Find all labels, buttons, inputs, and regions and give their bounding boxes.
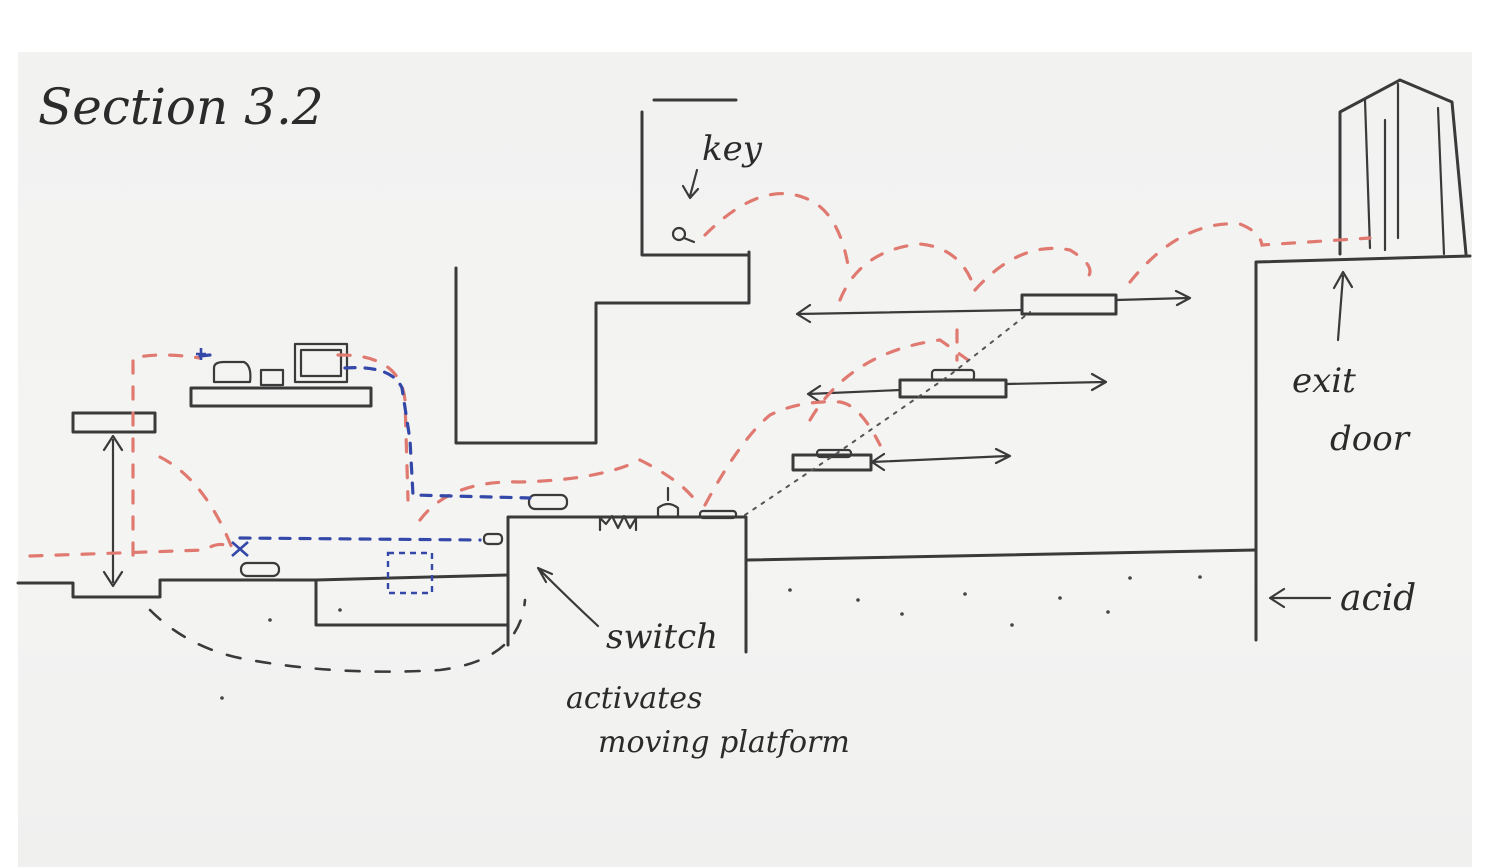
key-shaft [682,236,696,244]
acid-pointer-arrow [1268,587,1332,609]
robot-enemy-upper [212,360,252,384]
arrow-top [795,289,1192,324]
turret [656,486,680,518]
key-label: key [702,129,763,169]
acid-surface [746,548,1258,562]
blue-x-mark [231,541,249,557]
exit-label: exit [1292,361,1356,401]
blue-companion-path [196,348,532,557]
crawler-enemy [239,561,281,578]
red-player-path [28,192,1372,558]
door-label: door [1330,419,1411,459]
terrain [16,98,1472,654]
switch-pointer-arrow [536,566,600,628]
activates-label: activates [566,681,702,716]
arrow-mid [806,372,1108,404]
platform-link-dotted [744,311,1031,516]
battery-box [259,368,285,387]
objects [212,226,738,595]
crate [293,342,349,384]
platform-button [930,368,976,382]
crate-inner [299,348,343,378]
key-icon [671,226,687,242]
moving-platform-label: moving platform [598,725,850,760]
elevator-arrow [102,434,124,588]
exit-pointer-arrow [1332,270,1354,342]
paper-sheet [18,52,1472,867]
moving-platform-low [791,453,873,472]
acid-specks [220,575,1202,700]
key-pointer-arrow [681,168,700,200]
ground-mid [314,573,510,582]
platform-button-low [815,448,853,459]
switch-icon [482,532,504,546]
hanging-wall-left [454,250,751,445]
platform-arrows [102,289,1192,588]
spikes [598,514,638,532]
moving-platform-top [1020,293,1118,316]
arrow-low [870,447,1012,472]
platforms [71,293,1118,472]
pressure-plate [698,509,738,520]
moving-platform-mid [898,378,1008,399]
underground-path [148,598,527,673]
switch-block [506,515,748,654]
blue-plus-mark [196,348,206,360]
ghost-crate [386,551,434,595]
upper-left-ledge [189,386,373,408]
crawler-enemy-block [527,493,569,511]
acid-label: acid [1340,578,1416,619]
section-title: Section 3.2 [38,78,324,136]
elevator-platform [71,411,157,434]
right-tower [1254,254,1472,642]
key-alcove [640,98,750,257]
ground-left [16,578,510,627]
exit-door [1338,78,1468,256]
switch-label: switch [606,617,718,657]
